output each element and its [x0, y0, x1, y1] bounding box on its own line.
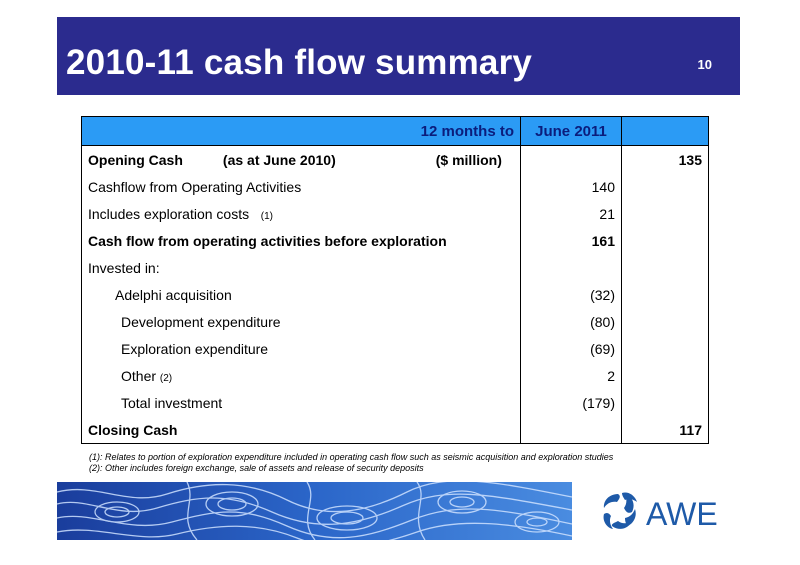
row-label: Other (2) — [81, 362, 521, 389]
row-label: Exploration expenditure — [81, 335, 521, 362]
row-value — [520, 254, 622, 281]
row-label: Invested in: — [81, 254, 521, 281]
row-value: 140 — [520, 173, 622, 200]
row-value: (80) — [520, 308, 622, 335]
table-row: Cash flow from operating activities befo… — [81, 227, 709, 254]
closing-cash-row: Closing Cash 117 — [81, 416, 709, 444]
row-label: Adelphi acquisition — [81, 281, 521, 308]
page-number: 10 — [697, 57, 712, 72]
row-label: Development expenditure — [81, 308, 521, 335]
row-label: Cash flow from operating activities befo… — [81, 227, 521, 254]
footnote-ref: (2) — [159, 372, 173, 384]
footnotes: (1): Relates to portion of exploration e… — [89, 452, 613, 474]
closing-cash-label: Closing Cash — [81, 416, 521, 444]
period-value-cell: June 2011 — [520, 116, 622, 146]
row-label: Cashflow from Operating Activities — [81, 173, 521, 200]
row-label: Total investment — [81, 389, 521, 416]
row-value: 2 — [520, 362, 622, 389]
footnote-2: (2): Other includes foreign exchange, sa… — [89, 463, 424, 473]
table-row: Adelphi acquisition (32) — [81, 281, 709, 308]
title-bar: 2010-11 cash flow summary 10 — [57, 17, 740, 95]
row-value: (69) — [520, 335, 622, 362]
awe-logo: AWE — [598, 488, 733, 536]
closing-cash-total: 117 — [621, 416, 709, 444]
table-row: Includes exploration costs (1) 21 — [81, 200, 709, 227]
opening-cash-row: Opening Cash (as at June 2010) ($ million)… — [81, 145, 709, 173]
opening-cash-as-at: (as at June 2010) — [222, 151, 336, 168]
header-empty-cell — [621, 116, 709, 146]
opening-cash-text: Opening Cash — [88, 151, 183, 168]
opening-cash-total: 135 — [621, 145, 709, 173]
units-label: ($ million) — [435, 151, 502, 168]
contour-pattern — [57, 482, 572, 540]
table-row: Cashflow from Operating Activities 140 — [81, 173, 709, 200]
table-row: Total investment (179) — [81, 389, 709, 416]
topographic-banner — [57, 482, 572, 540]
table-header-row: 12 months to June 2011 — [81, 116, 709, 146]
logo-text: AWE — [646, 496, 718, 532]
row-value: 21 — [520, 200, 622, 227]
footnote-ref: (1) — [260, 210, 273, 222]
row-label: Includes exploration costs (1) — [81, 200, 521, 227]
slide-title: 2010-11 cash flow summary — [66, 43, 533, 82]
table-row: Development expenditure (80) — [81, 308, 709, 335]
footnote-1: (1): Relates to portion of exploration e… — [89, 452, 614, 462]
opening-cash-value — [520, 145, 622, 173]
row-value: 161 — [520, 227, 622, 254]
table-row: Invested in: — [81, 254, 709, 281]
row-value: (179) — [520, 389, 622, 416]
cash-flow-table: 12 months to June 2011 Opening Cash (as a… — [81, 116, 709, 444]
table-row: Other (2) 2 — [81, 362, 709, 389]
row-value: (32) — [520, 281, 622, 308]
period-label-cell: 12 months to — [81, 116, 521, 146]
table-row: Exploration expenditure (69) — [81, 335, 709, 362]
awe-tri-swirl-icon: AWE — [603, 492, 718, 532]
opening-cash-label: Opening Cash (as at June 2010) ($ million) — [81, 145, 521, 173]
